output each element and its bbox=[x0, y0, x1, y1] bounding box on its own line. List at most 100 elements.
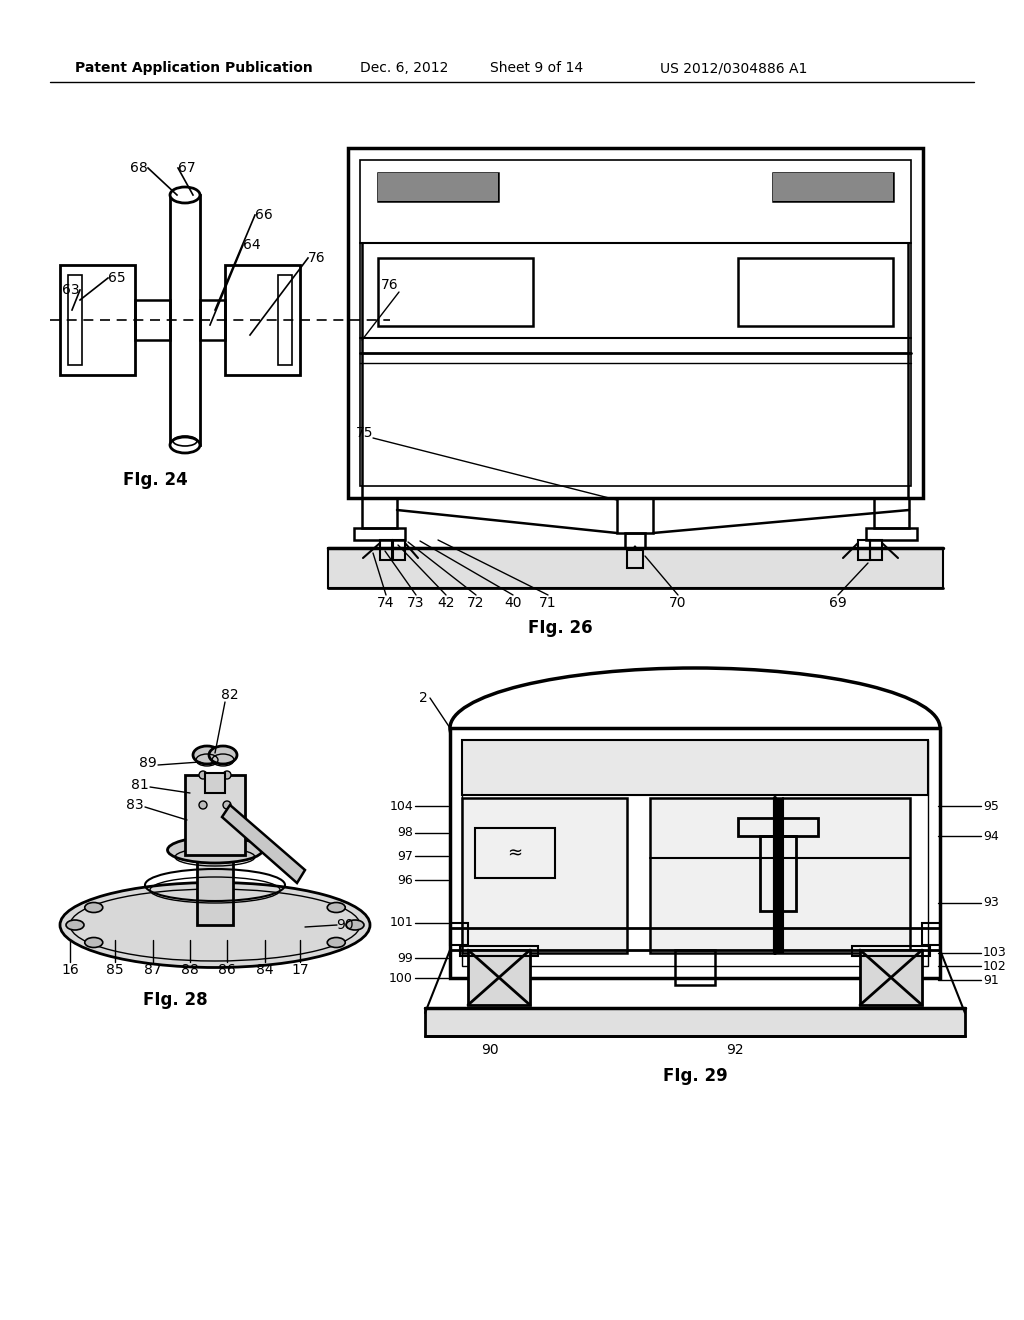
Bar bbox=[450, 729, 940, 788]
Text: 95: 95 bbox=[983, 800, 998, 813]
Text: 2: 2 bbox=[419, 690, 428, 705]
Ellipse shape bbox=[450, 668, 940, 788]
Bar bbox=[380, 540, 392, 560]
Text: ≈: ≈ bbox=[508, 843, 522, 862]
Ellipse shape bbox=[209, 746, 237, 764]
Text: 101: 101 bbox=[389, 916, 413, 929]
Ellipse shape bbox=[223, 771, 231, 779]
Text: 90: 90 bbox=[481, 1043, 499, 1057]
Bar bbox=[378, 257, 534, 326]
Bar bbox=[378, 173, 498, 201]
Ellipse shape bbox=[60, 883, 370, 968]
Text: 16: 16 bbox=[61, 964, 79, 977]
Text: Sheet 9 of 14: Sheet 9 of 14 bbox=[490, 61, 583, 75]
Bar bbox=[450, 928, 940, 950]
Ellipse shape bbox=[170, 437, 200, 453]
Bar bbox=[650, 799, 910, 953]
Text: Patent Application Publication: Patent Application Publication bbox=[75, 61, 312, 75]
Bar bbox=[462, 799, 627, 953]
Text: 82: 82 bbox=[221, 688, 239, 702]
Text: FIg. 24: FIg. 24 bbox=[123, 471, 187, 488]
Bar bbox=[462, 741, 928, 966]
Bar bbox=[360, 160, 911, 486]
Text: 76: 76 bbox=[308, 251, 326, 265]
Polygon shape bbox=[222, 805, 305, 883]
Text: FIg. 26: FIg. 26 bbox=[527, 619, 592, 638]
Bar bbox=[278, 275, 292, 366]
Text: 65: 65 bbox=[108, 271, 126, 285]
Text: 90: 90 bbox=[336, 917, 354, 932]
Text: 83: 83 bbox=[126, 799, 143, 812]
Bar bbox=[68, 275, 82, 366]
Ellipse shape bbox=[328, 903, 345, 912]
Text: 84: 84 bbox=[256, 964, 273, 977]
Bar bbox=[773, 173, 893, 201]
Text: 100: 100 bbox=[389, 972, 413, 985]
Bar bbox=[675, 950, 715, 985]
Text: 42: 42 bbox=[437, 597, 455, 610]
Text: 86: 86 bbox=[218, 964, 236, 977]
Bar bbox=[870, 540, 882, 560]
Ellipse shape bbox=[168, 837, 262, 863]
Text: 68: 68 bbox=[130, 161, 148, 176]
Bar bbox=[354, 528, 406, 540]
Text: 85: 85 bbox=[106, 964, 124, 977]
Text: 98: 98 bbox=[397, 826, 413, 840]
Bar bbox=[200, 300, 225, 341]
Text: 75: 75 bbox=[356, 426, 374, 440]
Bar bbox=[874, 498, 909, 528]
Text: 94: 94 bbox=[983, 829, 998, 842]
Bar bbox=[852, 946, 930, 956]
Text: 67: 67 bbox=[178, 161, 196, 176]
Bar bbox=[738, 818, 818, 836]
Bar bbox=[450, 729, 940, 978]
Bar bbox=[328, 548, 943, 587]
Ellipse shape bbox=[193, 746, 221, 764]
Bar bbox=[627, 550, 643, 568]
Bar bbox=[866, 528, 918, 540]
Text: 17: 17 bbox=[291, 964, 309, 977]
Bar bbox=[393, 540, 406, 560]
Text: 89: 89 bbox=[139, 756, 157, 770]
Text: 72: 72 bbox=[467, 597, 484, 610]
Bar bbox=[860, 950, 922, 1005]
Ellipse shape bbox=[85, 903, 102, 912]
Text: 64: 64 bbox=[243, 238, 261, 252]
Text: 88: 88 bbox=[181, 964, 199, 977]
Text: 93: 93 bbox=[983, 896, 998, 909]
Bar bbox=[617, 498, 653, 533]
Ellipse shape bbox=[170, 187, 200, 203]
Bar bbox=[425, 1008, 965, 1036]
Text: 91: 91 bbox=[983, 974, 998, 986]
Bar bbox=[922, 923, 940, 945]
Bar bbox=[450, 923, 468, 945]
Text: 76: 76 bbox=[381, 279, 398, 292]
Bar bbox=[773, 173, 893, 201]
Ellipse shape bbox=[328, 937, 345, 948]
Bar bbox=[468, 950, 530, 1005]
Bar bbox=[362, 498, 397, 528]
Bar bbox=[378, 173, 498, 201]
Text: Dec. 6, 2012: Dec. 6, 2012 bbox=[360, 61, 449, 75]
Bar bbox=[462, 741, 928, 795]
Bar bbox=[135, 300, 170, 341]
Text: 69: 69 bbox=[829, 597, 847, 610]
Ellipse shape bbox=[223, 801, 231, 809]
Bar bbox=[205, 774, 225, 793]
Bar bbox=[738, 257, 893, 326]
Text: 103: 103 bbox=[983, 946, 1007, 960]
Text: 99: 99 bbox=[397, 952, 413, 965]
Text: 96: 96 bbox=[397, 874, 413, 887]
Bar bbox=[858, 540, 870, 560]
Text: 87: 87 bbox=[144, 964, 162, 977]
Ellipse shape bbox=[199, 771, 207, 779]
Text: 70: 70 bbox=[670, 597, 687, 610]
Bar bbox=[170, 195, 200, 445]
Text: 81: 81 bbox=[131, 777, 148, 792]
Bar bbox=[348, 148, 923, 498]
Ellipse shape bbox=[66, 920, 84, 931]
Text: 97: 97 bbox=[397, 850, 413, 862]
Ellipse shape bbox=[346, 920, 364, 931]
Polygon shape bbox=[629, 546, 641, 556]
Text: 73: 73 bbox=[408, 597, 425, 610]
